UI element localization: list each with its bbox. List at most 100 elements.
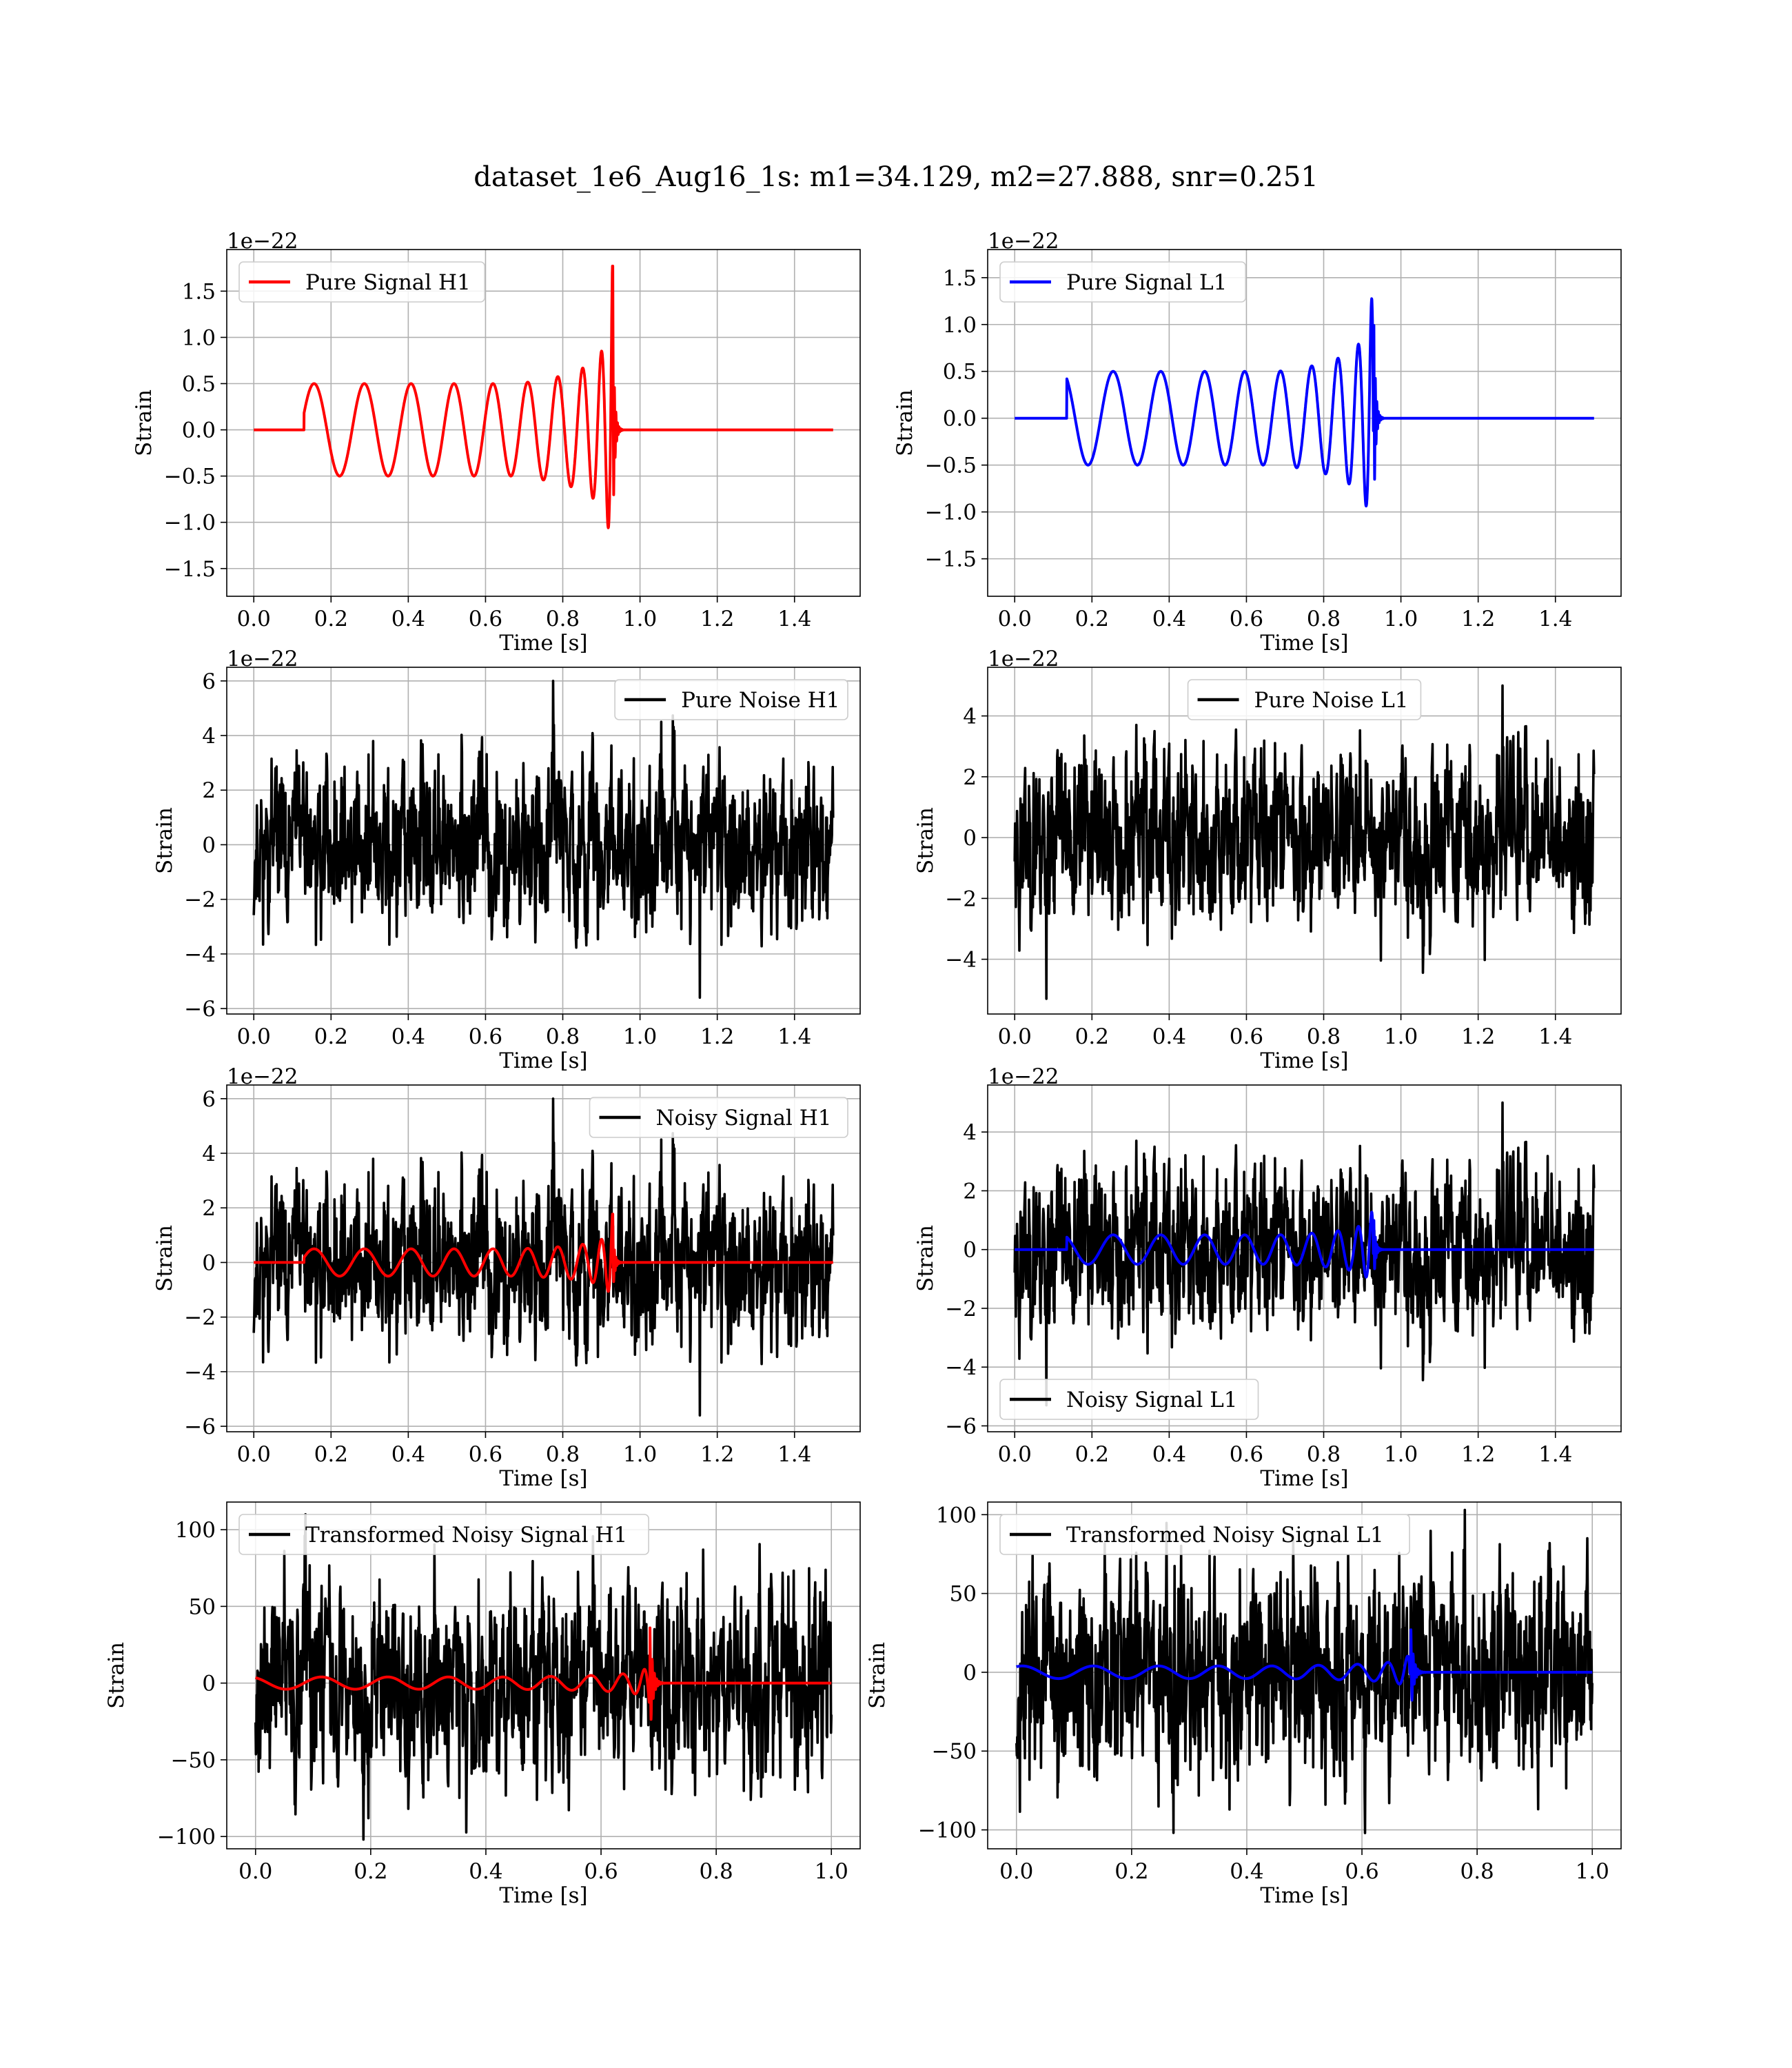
x-tick-label: 0.4 bbox=[1152, 1442, 1186, 1467]
axes-frame bbox=[226, 667, 861, 1015]
series-lines bbox=[1013, 684, 1596, 1000]
x-axis-label: Time [s] bbox=[499, 631, 587, 656]
series-line-pure-signal-h1 bbox=[252, 265, 835, 529]
y-tick-label: 2 bbox=[202, 778, 216, 803]
y-tick-label: −4 bbox=[184, 942, 216, 967]
x-tick-label: 0.0 bbox=[237, 1442, 271, 1467]
axes-frame bbox=[226, 1084, 861, 1432]
axes-frame bbox=[226, 1501, 861, 1849]
x-tick-label: 0.4 bbox=[1230, 1859, 1263, 1884]
legend-label: Pure Signal H1 bbox=[305, 270, 471, 295]
x-tick-label: 0.0 bbox=[998, 607, 1032, 631]
legend-box bbox=[1187, 679, 1422, 720]
y-tick-label: 0.5 bbox=[182, 372, 216, 396]
x-tick-label: 0.0 bbox=[999, 1859, 1033, 1884]
legend: Pure Signal L1 bbox=[999, 261, 1247, 303]
y-tick-label: 1.0 bbox=[943, 313, 977, 338]
axes-frame bbox=[987, 667, 1622, 1015]
axis-offset-label: 1e−22 bbox=[988, 1064, 1059, 1089]
x-tick-label: 0.8 bbox=[546, 607, 580, 631]
x-tick-label: 1.4 bbox=[1538, 1442, 1572, 1467]
y-axis-label: Strain bbox=[152, 807, 177, 874]
x-tick-label: 0.8 bbox=[1460, 1859, 1494, 1884]
y-tick-label: −2 bbox=[184, 1306, 216, 1330]
x-tick-label: 0.6 bbox=[1230, 607, 1263, 631]
legend-box bbox=[999, 261, 1247, 303]
legend: Noisy Signal H1 bbox=[589, 1097, 848, 1138]
axis-offset-label: 1e−22 bbox=[988, 647, 1059, 671]
x-tick-label: 1.2 bbox=[1461, 1442, 1495, 1467]
legend-box bbox=[238, 261, 486, 303]
subplot-6: 0.0 0.2 0.4 0.6 0.8 1.0 1.2 1.4 −6 −4 −2 0 2 4 Time [s… bbox=[913, 1064, 1622, 1491]
x-tick-label: 0.2 bbox=[314, 1442, 348, 1467]
x-tick-label: 1.0 bbox=[1384, 1442, 1418, 1467]
y-axis-label: Strain bbox=[913, 807, 938, 874]
tick-marks: 0.0 0.2 0.4 0.6 0.8 1.0 1.2 1.4 −1.5 −1.0 −0.5 0.0 0… bbox=[164, 279, 812, 631]
x-tick-label: 1.2 bbox=[700, 1024, 734, 1049]
axes-frame bbox=[987, 1084, 1622, 1432]
y-tick-label: 2 bbox=[202, 1196, 216, 1221]
axis-offset-label: 1e−22 bbox=[227, 647, 298, 671]
y-tick-label: −1.5 bbox=[925, 547, 977, 572]
x-tick-label: 1.4 bbox=[777, 1442, 811, 1467]
subplot-3: 0.0 0.2 0.4 0.6 0.8 1.0 1.2 1.4 −6 −4 −2 0 2 4 6 Time [… bbox=[152, 647, 861, 1073]
x-tick-label: 1.2 bbox=[1461, 1024, 1495, 1049]
y-axis-label: Strain bbox=[893, 389, 917, 456]
x-tick-label: 0.6 bbox=[469, 607, 502, 631]
x-tick-label: 0.2 bbox=[1075, 1442, 1109, 1467]
x-tick-label: 0.8 bbox=[1307, 607, 1341, 631]
axis-offset-label: 1e−22 bbox=[227, 1064, 298, 1089]
y-tick-label: −50 bbox=[932, 1739, 977, 1764]
y-tick-label: −4 bbox=[945, 1355, 977, 1380]
subplot-2: 0.0 0.2 0.4 0.6 0.8 1.0 1.2 1.4 −1.5 −1.0 −0.5 0.0 0… bbox=[893, 229, 1622, 656]
tick-marks: 0.0 0.2 0.4 0.6 0.8 1.0 1.2 1.4 −4 −2 0 2 4 bbox=[945, 704, 1572, 1049]
x-tick-label: 1.4 bbox=[1538, 1024, 1572, 1049]
x-tick-label: 0.0 bbox=[237, 607, 271, 631]
x-tick-label: 0.2 bbox=[314, 1024, 348, 1049]
y-tick-label: −6 bbox=[184, 1415, 216, 1439]
series-line-pure-noise-h1 bbox=[252, 680, 835, 999]
x-axis-label: Time [s] bbox=[499, 1048, 587, 1073]
legend-label: Noisy Signal L1 bbox=[1066, 1388, 1238, 1412]
y-tick-label: −2 bbox=[184, 888, 216, 913]
x-tick-label: 0.4 bbox=[391, 1442, 425, 1467]
x-axis-label: Time [s] bbox=[499, 1466, 587, 1491]
x-tick-label: 0.2 bbox=[1114, 1859, 1148, 1884]
legend-box bbox=[614, 679, 848, 720]
axis-offset-label: 1e−22 bbox=[988, 229, 1059, 254]
x-tick-label: 0.4 bbox=[1152, 607, 1186, 631]
y-tick-label: −4 bbox=[184, 1360, 216, 1385]
x-tick-label: 1.0 bbox=[623, 607, 657, 631]
legend-label: Pure Noise H1 bbox=[681, 688, 839, 713]
legend: Transformed Noisy Signal H1 bbox=[238, 1514, 649, 1555]
x-tick-label: 1.0 bbox=[1384, 1024, 1418, 1049]
x-tick-label: 0.8 bbox=[546, 1442, 580, 1467]
y-tick-label: 2 bbox=[963, 765, 977, 790]
series-lines bbox=[1015, 1508, 1594, 1834]
series-line-transformed-noisy-signal-l1 bbox=[1015, 1508, 1594, 1834]
x-tick-label: 1.0 bbox=[1576, 1859, 1609, 1884]
axes-frame bbox=[226, 249, 861, 597]
y-tick-label: −2 bbox=[945, 886, 977, 911]
y-tick-label: 0 bbox=[963, 1661, 977, 1685]
x-tick-label: 0.0 bbox=[237, 1024, 271, 1049]
subplot-8: 0.0 0.2 0.4 0.6 0.8 1.0 −100 −50 0 50 100 Time [s] S… bbox=[865, 1501, 1622, 1908]
x-tick-label: 0.8 bbox=[699, 1859, 733, 1884]
x-axis-label: Time [s] bbox=[1260, 631, 1348, 656]
series-line-pure-signal-l1 bbox=[1013, 297, 1596, 508]
x-tick-label: 0.2 bbox=[354, 1859, 387, 1884]
x-tick-label: 1.4 bbox=[777, 1024, 811, 1049]
y-tick-label: 4 bbox=[963, 1120, 977, 1145]
series-lines bbox=[254, 1513, 833, 1841]
figure-title: dataset_1e6_Aug16_1s: m1=34.129, m2=27.8… bbox=[474, 161, 1318, 193]
tick-marks: 0.0 0.2 0.4 0.6 0.8 1.0 −100 −50 0 50 100 bbox=[157, 1518, 848, 1884]
legend-box bbox=[589, 1097, 848, 1138]
subplot-1: 0.0 0.2 0.4 0.6 0.8 1.0 1.2 1.4 −1.5 −1.0 −0.5 0.0 0… bbox=[132, 229, 861, 656]
series-line-noisy-signal-l1 bbox=[1013, 1101, 1596, 1407]
series-line-red-overlay bbox=[252, 1213, 835, 1293]
y-axis-label: Strain bbox=[104, 1642, 129, 1709]
legend-box bbox=[999, 1514, 1410, 1555]
x-tick-label: 0.6 bbox=[469, 1442, 502, 1467]
x-tick-label: 0.4 bbox=[1152, 1024, 1186, 1049]
y-tick-label: 1.5 bbox=[943, 266, 977, 291]
